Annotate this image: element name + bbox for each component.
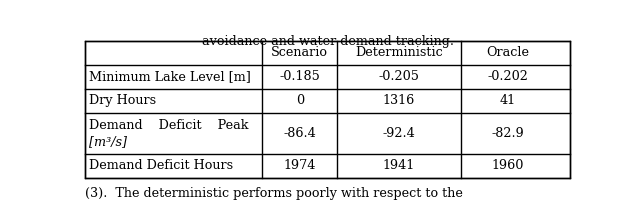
Text: [m³/s]: [m³/s] bbox=[90, 135, 127, 148]
Text: Demand Deficit Hours: Demand Deficit Hours bbox=[90, 159, 234, 172]
Text: Minimum Lake Level [m]: Minimum Lake Level [m] bbox=[90, 70, 251, 83]
Text: 1974: 1974 bbox=[284, 159, 316, 172]
Text: 41: 41 bbox=[500, 94, 516, 107]
Text: -86.4: -86.4 bbox=[284, 127, 316, 140]
Text: 1960: 1960 bbox=[492, 159, 524, 172]
Text: Demand    Deficit    Peak: Demand Deficit Peak bbox=[90, 118, 249, 131]
Text: (3).  The deterministic performs poorly with respect to the: (3). The deterministic performs poorly w… bbox=[85, 187, 463, 200]
Text: Scenario: Scenario bbox=[271, 46, 328, 59]
Text: 1941: 1941 bbox=[383, 159, 415, 172]
Text: avoidance and water demand tracking.: avoidance and water demand tracking. bbox=[202, 34, 454, 47]
Text: Deterministic: Deterministic bbox=[355, 46, 443, 59]
Text: 0: 0 bbox=[296, 94, 304, 107]
Text: -0.185: -0.185 bbox=[279, 70, 320, 83]
Text: -0.202: -0.202 bbox=[488, 70, 529, 83]
Text: -82.9: -82.9 bbox=[492, 127, 524, 140]
Text: -0.205: -0.205 bbox=[378, 70, 420, 83]
Text: Dry Hours: Dry Hours bbox=[90, 94, 156, 107]
Text: 1316: 1316 bbox=[383, 94, 415, 107]
Text: Oracle: Oracle bbox=[486, 46, 529, 59]
Text: -92.4: -92.4 bbox=[383, 127, 415, 140]
